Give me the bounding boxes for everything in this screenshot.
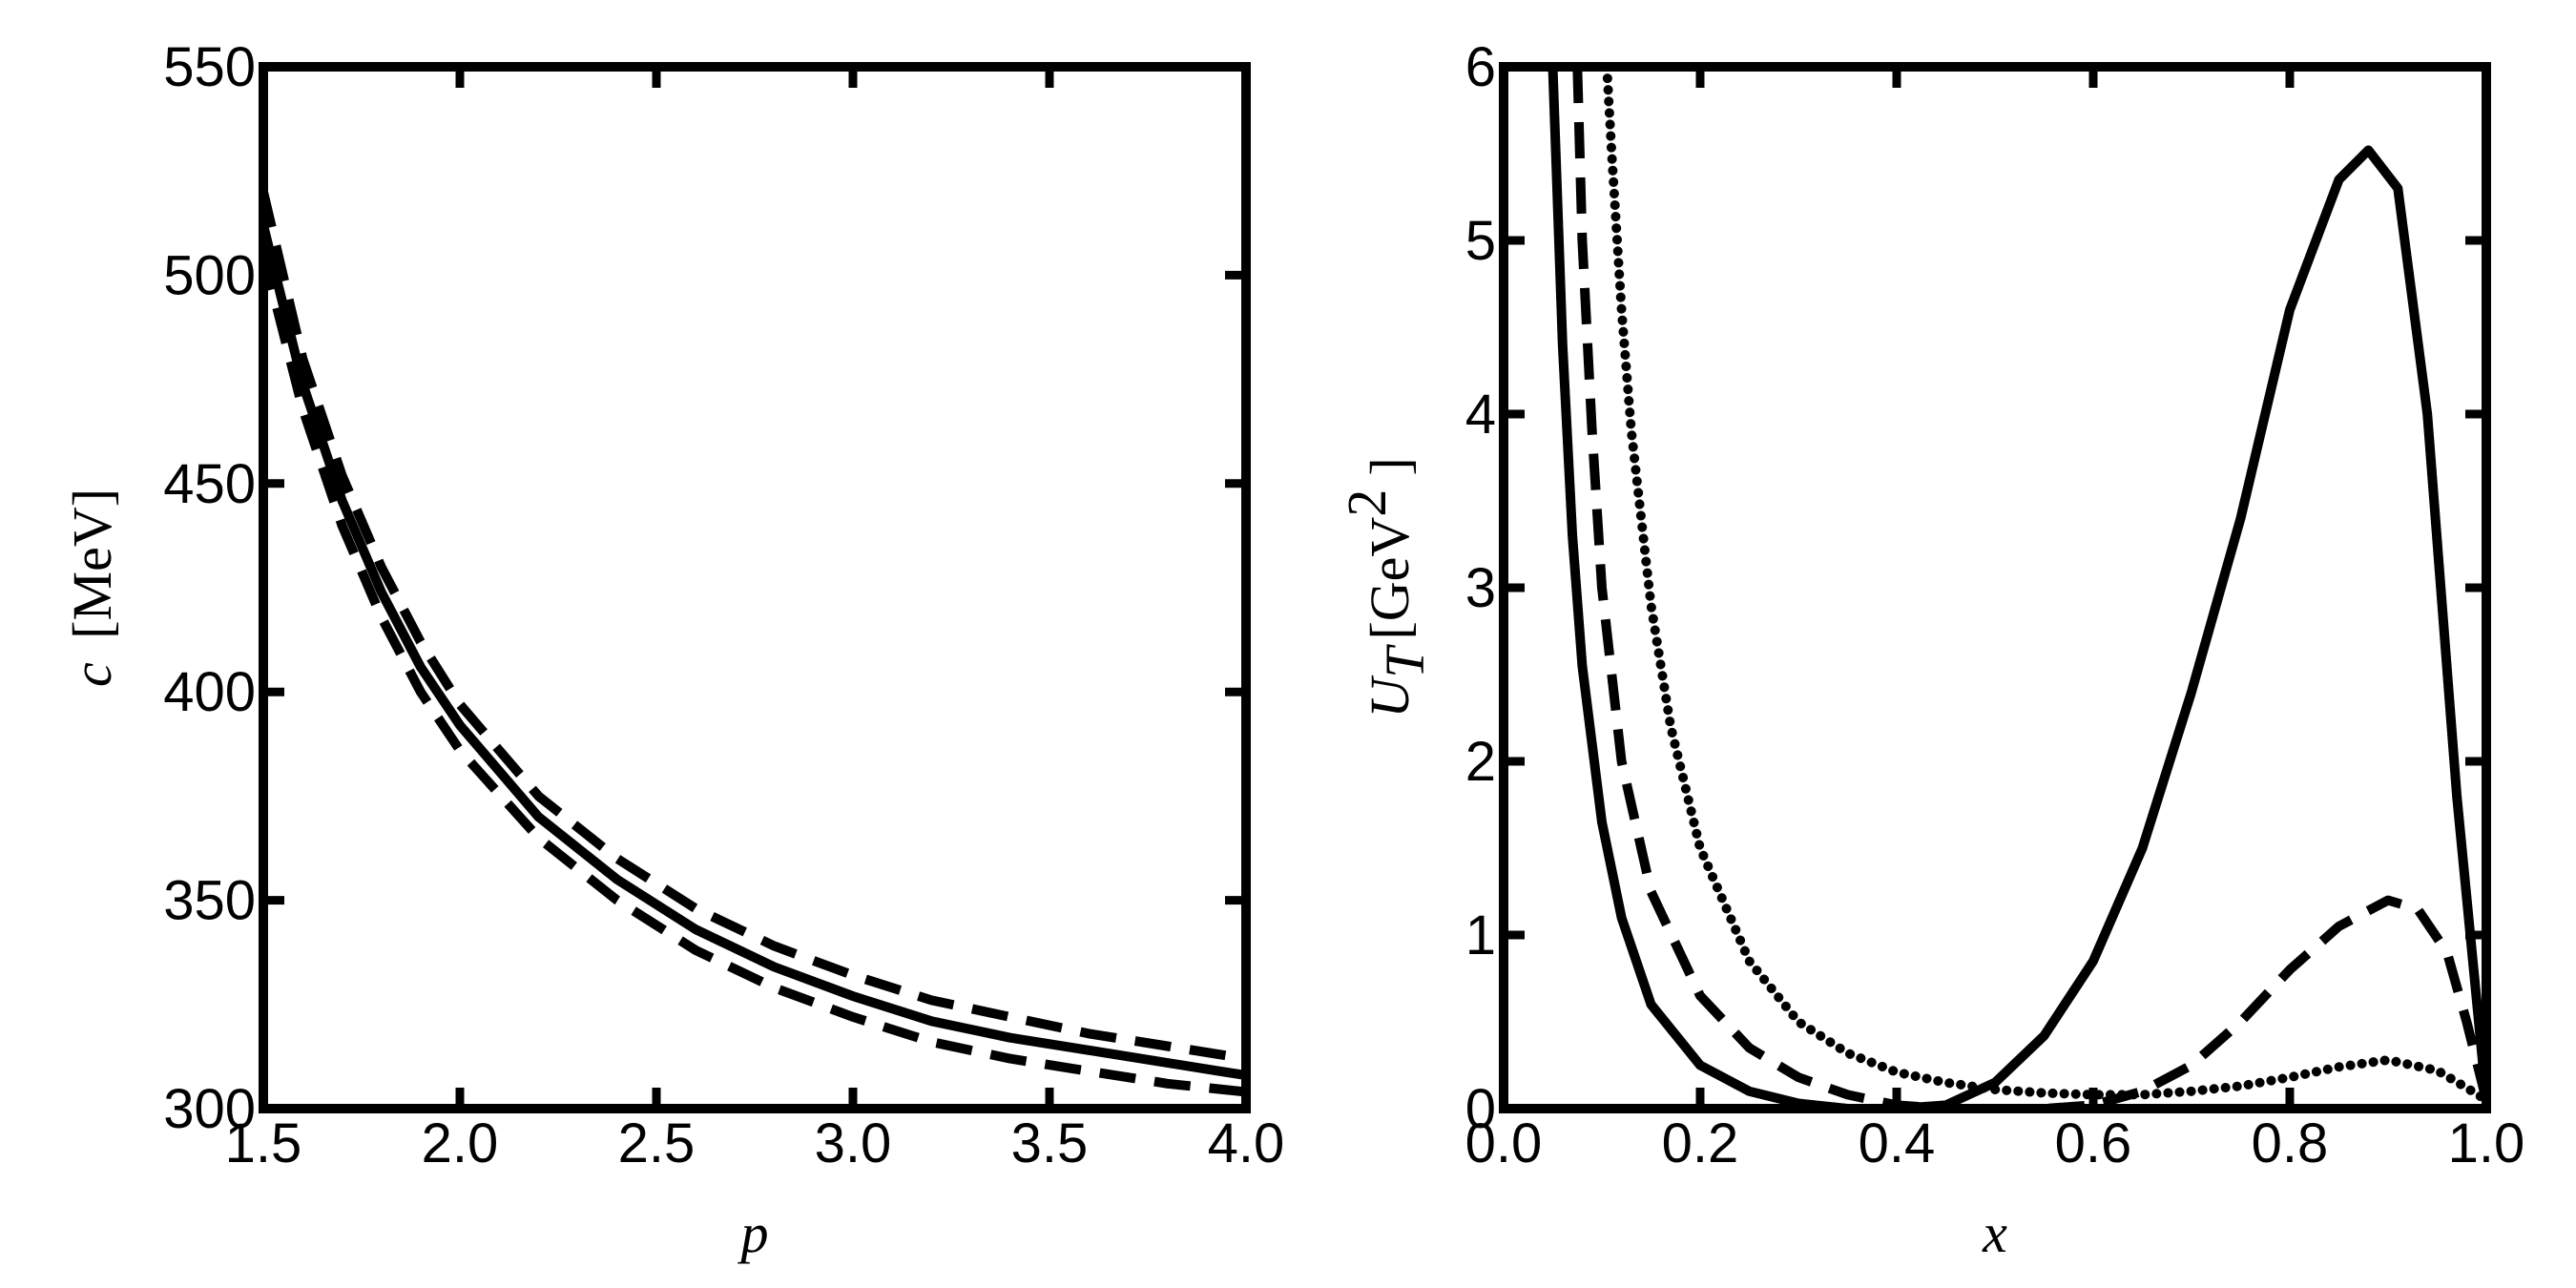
x-tick-label: 1.5: [225, 1112, 302, 1174]
y-tick-label: 1: [1465, 904, 1496, 966]
y-tick-label: 2: [1465, 731, 1496, 793]
x-tick-label: 1.0: [2448, 1112, 2525, 1174]
series-dotted-line: [1602, 67, 2486, 1105]
y-tick-label: 3: [1465, 557, 1496, 619]
y-axis-subscript: T: [1374, 644, 1436, 678]
y-tick-label: 450: [163, 453, 256, 515]
y-axis-label: c [MeV]: [61, 488, 123, 687]
series-solid-line: [1548, 67, 2486, 1109]
plot-frame: [259, 62, 1251, 1113]
x-tick-label: 0.8: [2252, 1112, 2329, 1174]
series-central-solid-line: [263, 223, 1246, 1081]
x-axis-label: p: [737, 1202, 769, 1264]
y-tick-label: 550: [163, 36, 256, 98]
x-tick-label: 4.0: [1208, 1112, 1285, 1174]
series-upper-dashed-line: [263, 190, 1246, 1064]
y-tick-label: 500: [163, 244, 256, 306]
y-tick-label: 300: [163, 1078, 256, 1140]
y-axis-unit-superscript: 2: [1336, 489, 1398, 517]
x-tick-label: 0.2: [1662, 1112, 1739, 1174]
y-tick-label: 0: [1465, 1078, 1496, 1140]
series-lower-dashed-line: [263, 253, 1246, 1097]
y-axis-unit: [MeV]: [61, 488, 123, 653]
y-axis-label: UT [GeV2]: [1336, 457, 1436, 717]
x-tick-label: 2.0: [422, 1112, 499, 1174]
x-tick-label: 2.5: [618, 1112, 696, 1174]
x-tick-label: 3.0: [815, 1112, 892, 1174]
series-dashed-line: [1572, 67, 2486, 1109]
chart-panel-1: 1.5 2.0 2.5 3.0 3.5 4.0 300 350 400 450 500 550 p c […: [61, 36, 1284, 1264]
x-tick-label: 3.5: [1011, 1112, 1089, 1174]
y-axis-unit-close: ]: [1359, 457, 1421, 475]
y-tick-label: 400: [163, 661, 256, 723]
x-axis-label: x: [1982, 1202, 2007, 1264]
y-tick-label: 6: [1465, 36, 1496, 98]
x-tick-label: 0.0: [1465, 1112, 1543, 1174]
y-tick-label: 350: [163, 870, 256, 932]
y-axis-symbol: U: [1359, 675, 1421, 718]
y-axis-unit-open: [GeV: [1359, 517, 1421, 640]
y-tick-label: 5: [1465, 210, 1496, 272]
x-tick-label: 0.4: [1859, 1112, 1936, 1174]
x-tick-label: 0.6: [2055, 1112, 2132, 1174]
y-axis-symbol: c: [61, 662, 123, 687]
y-tick-label: 4: [1465, 384, 1496, 446]
